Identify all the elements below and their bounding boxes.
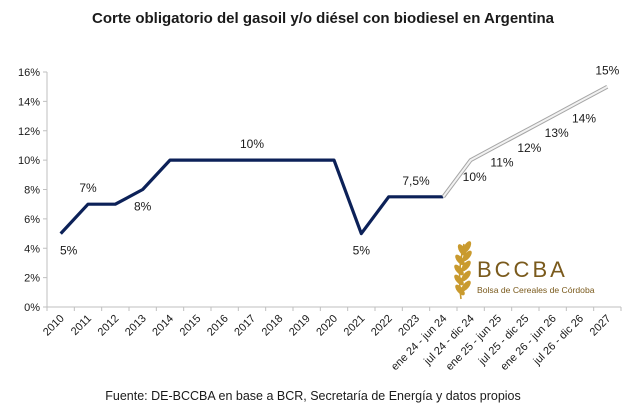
x-tick-label: 2014 <box>150 313 176 339</box>
logo-subtitle: Bolsa de Cereales de Córdoba <box>477 285 595 295</box>
data-label: 5% <box>353 244 371 258</box>
x-tick-label: 2013 <box>123 313 149 339</box>
data-label: 14% <box>572 111 596 125</box>
x-tick-label: 2027 <box>588 313 614 339</box>
wheat-grain <box>454 264 464 276</box>
projection-line <box>442 85 608 198</box>
data-label: 10% <box>240 137 264 151</box>
data-label: 13% <box>545 126 569 140</box>
bccba-logo: BCCBA Bolsa de Cereales de Córdoba <box>454 241 595 300</box>
y-tick-label: 12% <box>18 126 40 138</box>
wheat-grain <box>461 280 471 292</box>
data-label: 8% <box>134 200 152 214</box>
data-label: 11% <box>490 155 513 169</box>
series-layer <box>59 84 609 236</box>
wheat-icon <box>454 241 472 300</box>
wheat-grain <box>455 254 465 266</box>
chart-title: Corte obligatorio del gasoil y/o diésel … <box>91 10 555 27</box>
x-tick-label: 2021 <box>342 313 368 339</box>
source-note: Fuente: DE-BCCBA en base a BCR, Secretar… <box>105 389 521 403</box>
y-tick-label: 16% <box>18 67 40 79</box>
y-tick-label: 10% <box>18 155 40 167</box>
y-tick-label: 8% <box>24 185 40 197</box>
x-tick-label: 2017 <box>232 313 258 339</box>
data-label: 7% <box>79 181 97 195</box>
x-tick-label: 2018 <box>260 313 286 339</box>
data-label: 5% <box>60 244 78 258</box>
data-label: 12% <box>517 141 541 155</box>
x-tick-label: 2016 <box>205 313 231 339</box>
x-tick-label: 2011 <box>69 313 94 338</box>
series-line <box>59 158 444 236</box>
data-label: 10% <box>463 170 487 184</box>
x-tick-label: 2022 <box>369 313 395 339</box>
wheat-grain <box>462 241 472 253</box>
wheat-grain <box>454 274 464 286</box>
data-labels: 5%7%8%10%5%7,5% 10%11%12%13%14%15% <box>60 64 620 258</box>
axes: 0%2%4%6%8%10%12%14%16%2010 2011 2012 2013 20… <box>18 67 622 373</box>
y-tick-label: 2% <box>24 273 40 285</box>
y-tick-label: 0% <box>24 302 40 314</box>
x-tick-label: 2019 <box>287 313 313 339</box>
y-tick-label: 14% <box>18 96 40 108</box>
x-tick-label: 2012 <box>96 313 122 339</box>
data-label: 7,5% <box>402 174 430 188</box>
wheat-grain <box>461 270 471 282</box>
wheat-grain <box>455 284 465 296</box>
x-tick-label: 2015 <box>178 313 204 339</box>
y-tick-label: 4% <box>24 243 40 255</box>
data-label: 15% <box>595 64 619 78</box>
y-tick-label: 6% <box>24 214 40 226</box>
x-tick-label: 2010 <box>41 313 67 339</box>
x-tick-label: 2020 <box>314 313 340 339</box>
wheat-grain <box>461 260 471 272</box>
wheat-grain <box>462 250 472 262</box>
wheat-grain <box>457 244 467 256</box>
logo-name: BCCBA <box>477 257 568 282</box>
